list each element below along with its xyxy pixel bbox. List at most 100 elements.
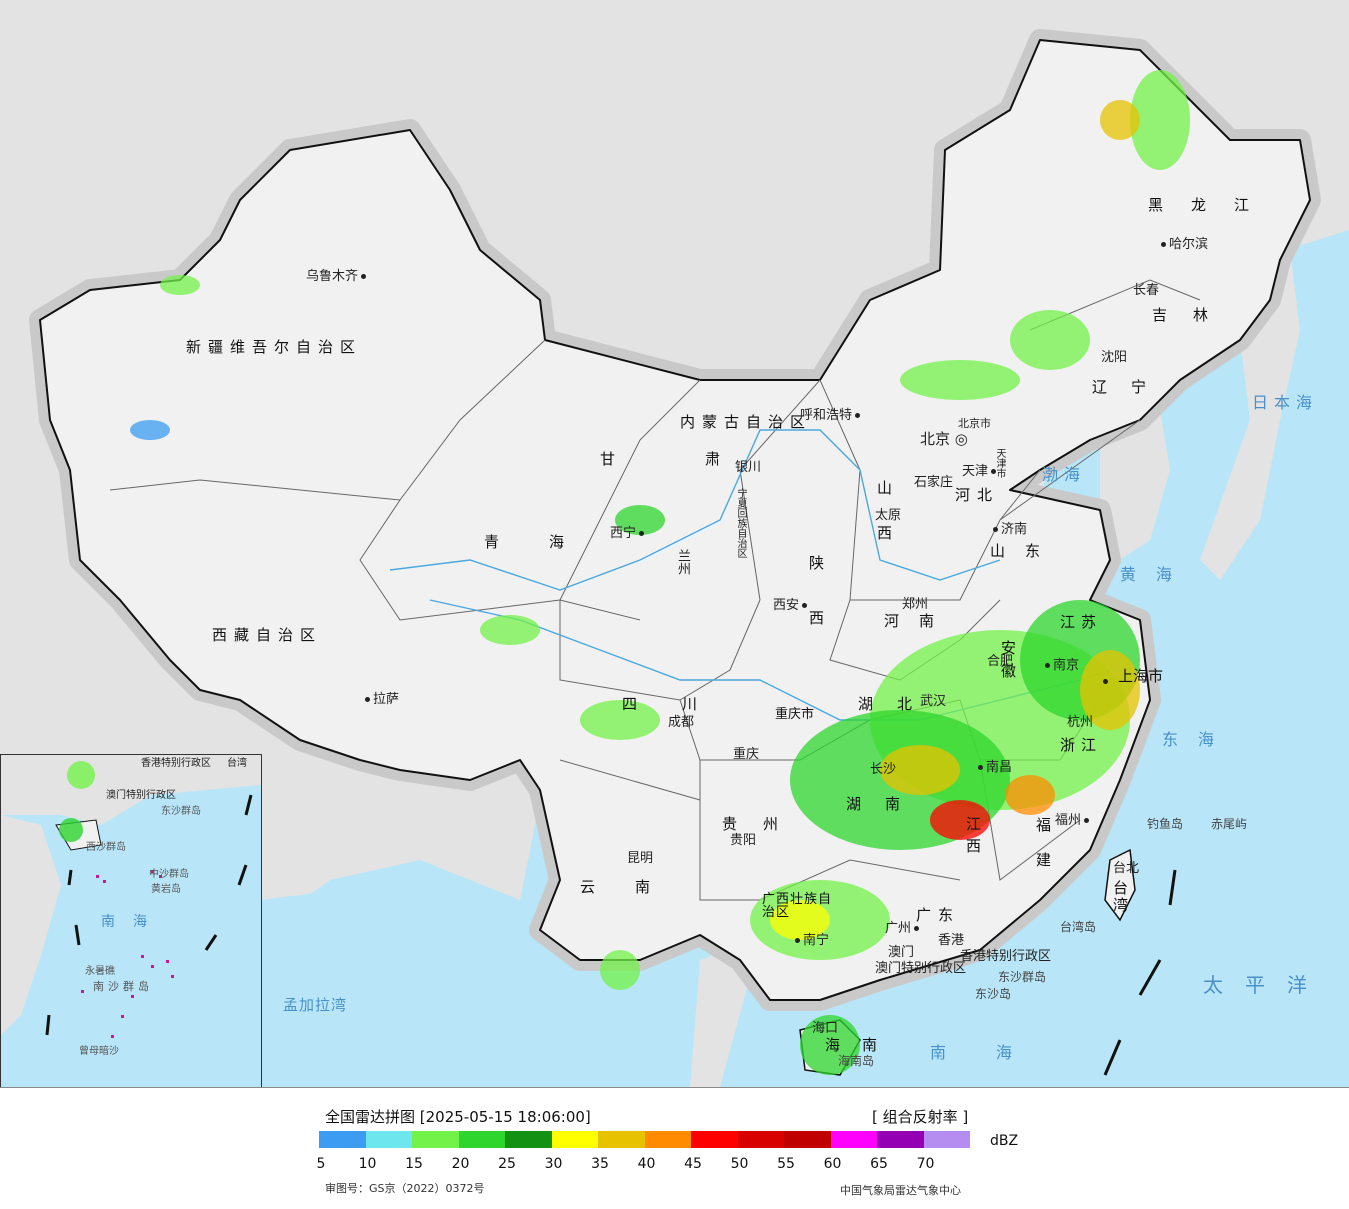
inset-label-xisha: 西沙群岛 xyxy=(86,842,126,853)
pacific-sea-area xyxy=(860,230,1349,1087)
city-hefei: 合肥 xyxy=(987,654,1014,669)
label-hebei: 河北 xyxy=(955,486,1000,504)
map-approval-number: 审图号：GS京（2022）0372号 xyxy=(325,1182,485,1195)
inset-label-taiwan: 台湾 xyxy=(227,758,247,769)
city-hohhot: 呼和浩特 xyxy=(800,409,863,422)
island-dongsha: 东沙岛 xyxy=(975,987,1012,1001)
scale-tick-50: 50 xyxy=(730,1156,749,1172)
color-swatch-4 xyxy=(505,1131,552,1148)
city-urumqi: 乌鲁木齐 xyxy=(306,270,369,283)
inset-label-hk: 香港特别行政区 xyxy=(141,758,211,769)
radar-echo-12 xyxy=(1010,310,1090,370)
scale-tick-30: 30 xyxy=(544,1156,563,1172)
label-ningxia: 宁夏回族自治区 xyxy=(735,488,746,558)
island-chiwei: 赤尾屿 xyxy=(1211,817,1248,831)
sea-bay-of-bengal: 孟加拉湾 xyxy=(283,996,348,1014)
scale-tick-20: 20 xyxy=(451,1156,470,1172)
city-nanning: 南宁 xyxy=(792,934,829,947)
island-taiwan: 台湾岛 xyxy=(1060,920,1097,934)
color-swatch-0 xyxy=(319,1131,366,1148)
label-guizhou: 贵州 xyxy=(722,815,805,833)
city-zhengzhou: 郑州 xyxy=(902,597,929,612)
radar-echo-14 xyxy=(900,360,1020,400)
product-label: [ 组合反射率 ] xyxy=(872,1108,969,1126)
radar-echo-6 xyxy=(880,745,960,795)
color-swatch-13 xyxy=(923,1131,970,1148)
city-taipei: 台北 xyxy=(1113,861,1140,876)
map-canvas xyxy=(0,0,1349,1087)
scale-tick-40: 40 xyxy=(637,1156,656,1172)
city-harbin: 哈尔滨 xyxy=(1158,238,1208,251)
color-swatch-2 xyxy=(412,1131,459,1148)
label-xizang: 西藏自治区 xyxy=(212,626,323,644)
label-hubei: 湖北 xyxy=(858,695,937,713)
label-fujian: 福建 xyxy=(1034,817,1052,887)
inset-label-yongshu: 永暑礁 xyxy=(85,966,115,977)
label-jiangxi: 江西 xyxy=(964,816,982,860)
color-swatch-12 xyxy=(877,1131,924,1148)
radar-echo-13 xyxy=(1130,70,1190,170)
city-xian: 西安 xyxy=(773,599,810,612)
label-qinghai: 青海 xyxy=(484,533,615,551)
sea-pacific: 太平洋 xyxy=(1203,973,1329,997)
scale-tick-65: 65 xyxy=(870,1156,888,1172)
city-lanzhou: 兰州 xyxy=(675,549,690,575)
city-shijiazhuang: 石家庄 xyxy=(914,475,954,490)
city-yinchuan: 银川 xyxy=(735,460,762,475)
label-beijing-municipality: 北京市 xyxy=(958,417,991,430)
inset-label-zhongsha: 中沙群岛 xyxy=(149,869,189,880)
label-tianjin-municipality: 天津市 xyxy=(994,448,1005,478)
city-lhasa: 拉萨 xyxy=(362,693,399,706)
label-guangxi: 广西壮族自治区 xyxy=(762,892,833,920)
radar-echo-2 xyxy=(1080,650,1140,730)
color-swatch-11 xyxy=(830,1131,877,1148)
scale-tick-15: 15 xyxy=(405,1156,423,1172)
city-hangzhou: 杭州 xyxy=(1067,715,1094,730)
color-swatch-5 xyxy=(551,1131,598,1148)
label-gansu: 甘肃 xyxy=(600,450,811,468)
label-chongqing-province: 重庆市 xyxy=(775,707,815,722)
scale-tick-35: 35 xyxy=(591,1156,609,1172)
inset-island-dots xyxy=(81,870,174,1038)
inset-map xyxy=(1,755,261,1038)
sea-yellow: 黄海 xyxy=(1120,565,1193,584)
label-jiangsu: 江苏 xyxy=(1060,613,1103,631)
radar-echo-19 xyxy=(1100,100,1140,140)
label-neimenggu: 内蒙古自治区 xyxy=(680,413,813,431)
radar-echo-8 xyxy=(770,900,830,940)
legend-title: 全国雷达拼图 [2025-05-15 18:06:00] xyxy=(325,1108,591,1126)
city-macau: 澳门 xyxy=(888,945,915,960)
color-swatch-10 xyxy=(784,1131,831,1148)
inset-label-south-sea: 南海 xyxy=(101,914,165,930)
island-diaoyu: 钓鱼岛 xyxy=(1147,817,1184,831)
city-shenyang: 沈阳 xyxy=(1101,350,1128,365)
inset-label-dongsha: 东沙群岛 xyxy=(161,806,201,817)
scale-tick-45: 45 xyxy=(684,1156,702,1172)
sea-east: 东海 xyxy=(1162,730,1235,749)
city-xining: 西宁 xyxy=(610,527,647,540)
label-liaoning: 辽宁 xyxy=(1092,378,1171,396)
city-taiyuan: 太原 xyxy=(875,508,902,523)
city-jinan: 济南 xyxy=(990,523,1027,536)
color-scale-bar xyxy=(319,1131,970,1148)
sea-south-china: 南海 xyxy=(930,1043,1063,1062)
city-fuzhou: 福州 xyxy=(1055,814,1092,827)
city-hongkong: 香港 xyxy=(938,933,965,948)
inset-echoes xyxy=(59,761,95,842)
label-henan: 河南 xyxy=(884,612,955,630)
color-swatch-1 xyxy=(365,1131,412,1148)
city-guangzhou: 广州 xyxy=(885,922,922,935)
city-kunming: 昆明 xyxy=(627,851,654,866)
radar-map[interactable]: 新疆维吾尔自治区 西藏自治区 青海 甘肃 内蒙古自治区 黑龙江 吉林 辽宁 河北… xyxy=(0,0,1349,1087)
label-xinjiang: 新疆维吾尔自治区 xyxy=(186,338,363,356)
scale-tick-60: 60 xyxy=(823,1156,842,1172)
inset-label-macau: 澳门特别行政区 xyxy=(106,790,176,801)
label-macau-sar: 澳门特别行政区 xyxy=(875,961,967,976)
unit-label: dBZ xyxy=(990,1133,1019,1149)
radar-echoes xyxy=(130,70,1190,1075)
credit-label: 中国气象局雷达气象中心 xyxy=(840,1184,961,1197)
city-beijing: 北京 ◎ xyxy=(920,430,968,448)
color-swatch-9 xyxy=(737,1131,784,1148)
scale-tick-70: 70 xyxy=(916,1156,935,1172)
label-sichuan: 四川 xyxy=(622,695,743,713)
